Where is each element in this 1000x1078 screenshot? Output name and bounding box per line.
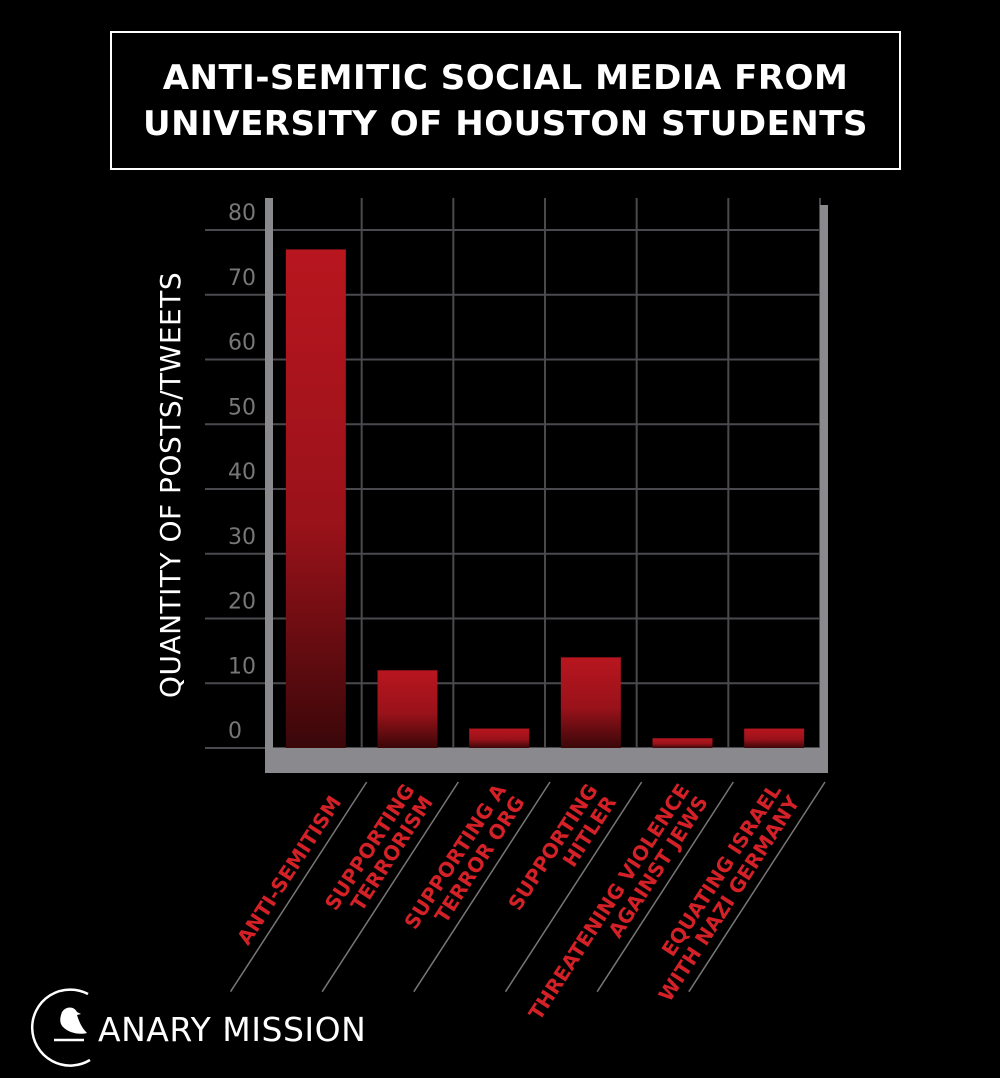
y-tick-label: 20	[228, 590, 256, 615]
bar	[652, 738, 713, 748]
title-line-2: UNIVERSITY OF HOUSTON STUDENTS	[143, 103, 868, 144]
bar	[377, 670, 438, 748]
canary-bird-icon	[30, 988, 91, 1067]
y-tick-labels: 0 10 20 30 40 50 60 70 80	[228, 201, 256, 744]
x-tick-label: ANTI-SEMITISM	[232, 791, 346, 949]
y-tick-label: 10	[228, 654, 256, 679]
x-label-leader	[596, 781, 734, 993]
x-axis-base	[265, 748, 828, 773]
y-axis-label: QUANTITY OF POSTS/TWEETS	[154, 272, 187, 698]
y-tick-label: 30	[228, 525, 256, 550]
title-line-1: ANTI-SEMITIC SOCIAL MEDIA FROM	[162, 57, 849, 98]
y-axis	[265, 198, 273, 773]
bars	[285, 249, 805, 749]
bar	[560, 657, 621, 748]
chart-title: ANTI-SEMITIC SOCIAL MEDIA FROM UNIVERSIT…	[110, 31, 901, 170]
axes	[265, 198, 828, 773]
x-label-leader	[688, 781, 826, 993]
x-label-leader	[504, 781, 643, 993]
x-label-leader	[321, 781, 459, 993]
logo-text: ANARY MISSION	[98, 1010, 367, 1049]
bar	[285, 249, 346, 749]
bar	[469, 728, 530, 748]
canary-mission-logo	[30, 982, 370, 1074]
y-tick-label: 50	[228, 395, 256, 420]
y-tick-label: 70	[228, 266, 256, 291]
y-tick-label: 60	[228, 331, 256, 356]
x-label-leader	[413, 781, 551, 993]
x-label-leader	[229, 781, 368, 993]
bar	[744, 728, 805, 748]
y-tick-label: 80	[228, 201, 256, 226]
right-axis	[820, 205, 828, 773]
y-tick-label: 0	[228, 719, 242, 744]
y-tick-label: 40	[228, 460, 256, 485]
